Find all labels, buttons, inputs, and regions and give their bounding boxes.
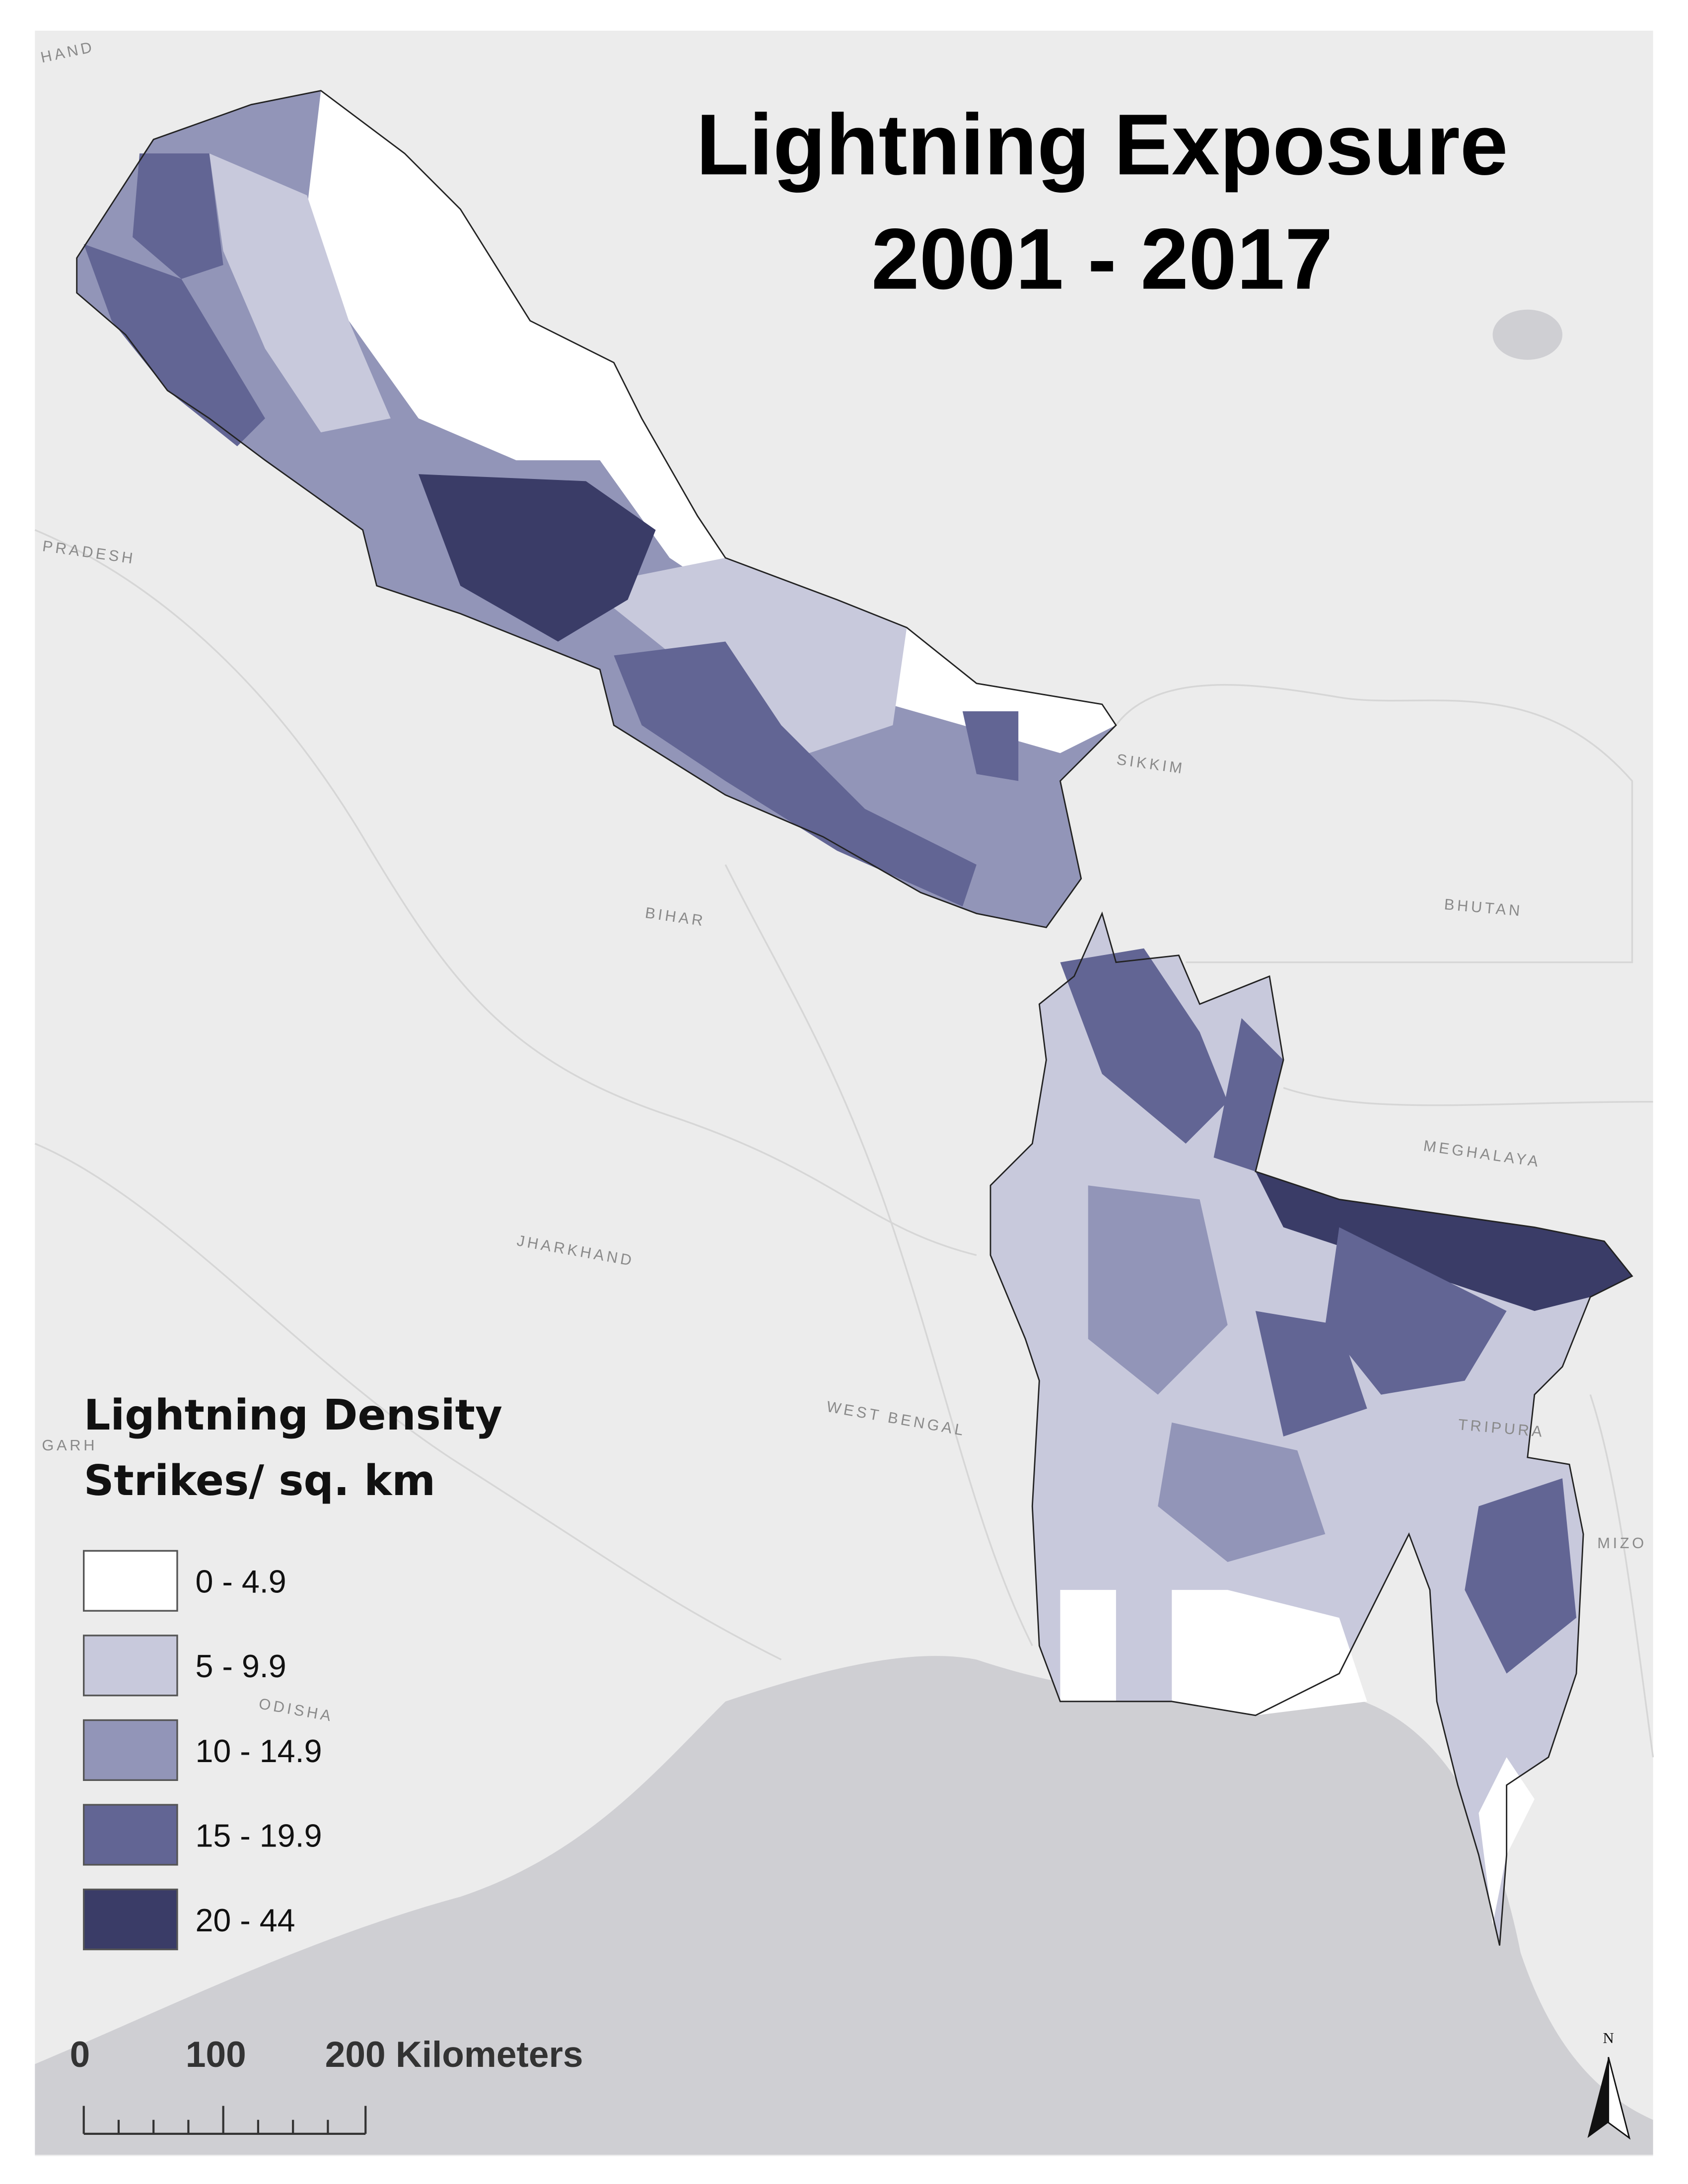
- admin-boundaries: [34, 529, 1654, 1758]
- density-patch: [586, 557, 907, 753]
- density-patch: [1060, 1590, 1116, 1702]
- legend-label: 0 - 4.9: [195, 1564, 286, 1600]
- legend-label: 20 - 44: [195, 1903, 295, 1938]
- legend-swatch: [83, 1550, 178, 1612]
- legend-title: Strikes/ sq. km: [84, 1456, 435, 1505]
- title-line: 2001 - 2017: [871, 210, 1333, 307]
- scale-label: 0: [70, 2035, 90, 2075]
- place-label: MIZO: [1597, 1534, 1647, 1552]
- legend: 0 - 4.9 5 - 9.9 10 - 14.9 15 - 19.9 20 - 44: [83, 1550, 322, 1951]
- density-patch: [83, 244, 265, 447]
- north-arrow: N: [1587, 2029, 1631, 2140]
- scale-bar: 0 100 200 Kilometers: [70, 2035, 583, 2135]
- state-boundary: [724, 864, 1033, 1646]
- density-patch: [1465, 1478, 1577, 1674]
- density-patch: [133, 153, 223, 279]
- choropleth: [76, 90, 1633, 1946]
- density-patch: [1158, 1422, 1326, 1562]
- density-patch: [614, 641, 977, 907]
- state-boundary: [1589, 1394, 1654, 1758]
- bay-of-bengal: [35, 1656, 1653, 2155]
- density-patch: [1088, 1185, 1228, 1395]
- bangladesh-outline: [989, 911, 1633, 1946]
- place-label: GARH: [42, 1436, 97, 1454]
- lake: [1492, 309, 1562, 360]
- scale-label: 200 Kilometers: [325, 2035, 583, 2075]
- density-patch: [1255, 1171, 1632, 1311]
- density-patch: [1213, 1018, 1284, 1172]
- legend-label: 15 - 19.9: [195, 1818, 322, 1853]
- scale-ticks: [82, 2106, 367, 2135]
- bangladesh-region: [990, 913, 1632, 1946]
- density-patch: [307, 90, 1116, 753]
- density-patch: [1255, 1311, 1367, 1436]
- legend-swatch: [83, 1719, 178, 1781]
- legend-swatch: [83, 1635, 178, 1697]
- north-arrow-left: [1587, 2057, 1609, 2138]
- state-boundary: [1115, 684, 1633, 963]
- nepal-outline: [76, 90, 1117, 929]
- density-patch: [1060, 948, 1228, 1144]
- density-patch: [419, 474, 656, 642]
- legend-label: 5 - 9.9: [195, 1648, 286, 1684]
- state-boundary: [1283, 1087, 1653, 1106]
- scale-label: 100: [186, 2035, 246, 2075]
- density-patch: [1325, 1227, 1507, 1395]
- legend-swatch: [83, 1804, 178, 1866]
- title-line: Lightning Exposure: [696, 96, 1508, 193]
- legend-title: Lightning Density: [84, 1391, 502, 1439]
- north-label: N: [1603, 2029, 1614, 2047]
- state-boundary: [34, 529, 977, 1256]
- state-boundary: [34, 1143, 782, 1661]
- legend-swatch: [83, 1888, 178, 1951]
- legend-label: 10 - 14.9: [195, 1733, 322, 1769]
- density-patch: [209, 153, 391, 433]
- density-patch: [962, 711, 1019, 781]
- north-arrow-right: [1608, 2056, 1631, 2140]
